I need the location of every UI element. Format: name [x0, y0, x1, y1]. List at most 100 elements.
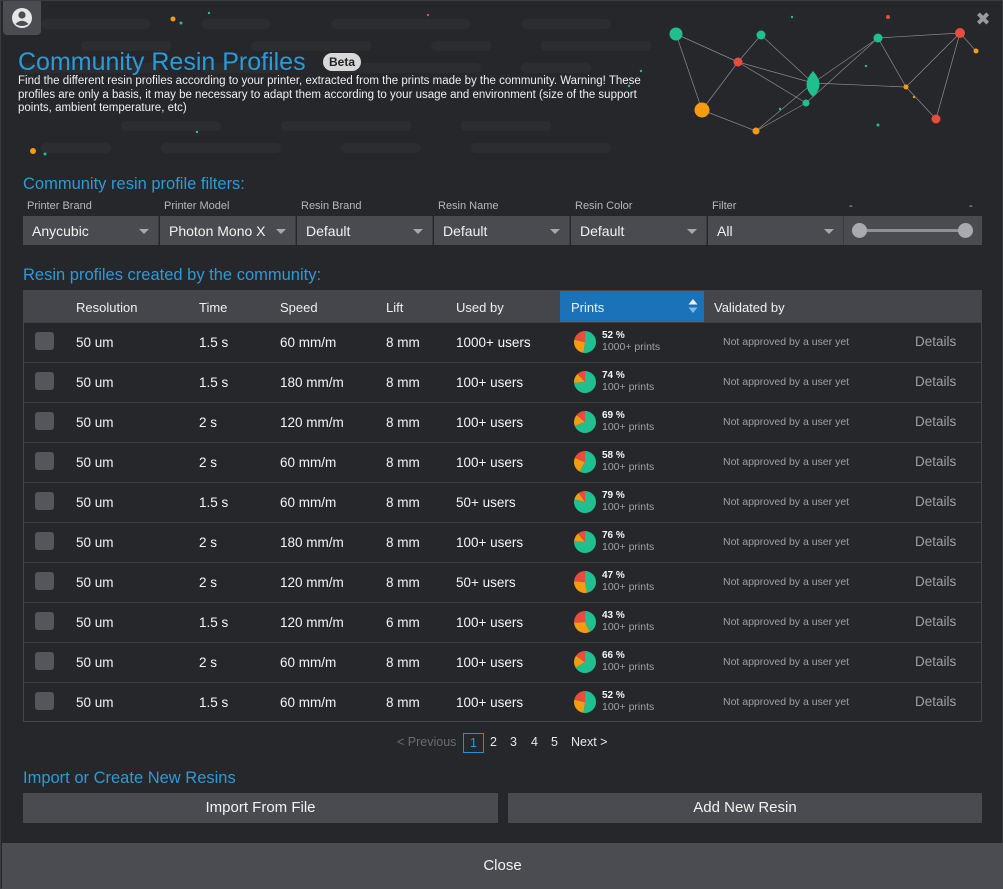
- details-link[interactable]: Details: [915, 494, 957, 509]
- validation-status: Not approved by a user yet: [723, 656, 850, 668]
- row-checkbox[interactable]: [35, 372, 54, 390]
- column-header-resolution[interactable]: Resolution: [76, 300, 138, 315]
- filter-label-resin-name: Resin Name: [438, 200, 499, 212]
- column-header-prints[interactable]: Prints: [560, 291, 704, 322]
- success-percentage: 66 %: [602, 650, 625, 661]
- row-checkbox[interactable]: [35, 612, 54, 630]
- cell-resolution: 50 um: [76, 455, 114, 470]
- decorative-dots: [30, 11, 643, 156]
- details-link[interactable]: Details: [915, 654, 957, 669]
- details-link[interactable]: Details: [915, 454, 957, 469]
- cell-resolution: 50 um: [76, 655, 114, 670]
- details-link[interactable]: Details: [915, 334, 957, 349]
- row-checkbox[interactable]: [35, 332, 54, 350]
- chevron-down-icon: [276, 229, 286, 234]
- pagination-next[interactable]: Next >: [571, 735, 608, 749]
- user-account-button[interactable]: [3, 1, 41, 35]
- pagination-page-5[interactable]: 5: [551, 735, 558, 749]
- table-row: 50 um 1.5 s 60 mm/m 8 mm 1000+ users 52 % 1000…: [24, 322, 981, 362]
- user-circle-icon: [12, 8, 32, 28]
- printer-brand-value: Anycubic: [32, 223, 89, 239]
- filter-label-resin-brand: Resin Brand: [301, 200, 362, 212]
- table-row: 50 um 2 s 120 mm/m 8 mm 100+ users 69 % 100+ p…: [24, 402, 981, 442]
- column-header-lift[interactable]: Lift: [386, 300, 404, 315]
- validation-status: Not approved by a user yet: [723, 576, 850, 588]
- success-percentage: 69 %: [602, 410, 625, 421]
- close-icon[interactable]: ✖: [975, 9, 991, 29]
- prints-count: 100+ prints: [602, 541, 655, 553]
- row-checkbox[interactable]: [35, 532, 54, 550]
- chevron-down-icon: [139, 229, 149, 234]
- prints-count: 100+ prints: [602, 581, 655, 593]
- success-rate-pie-icon: [574, 531, 596, 553]
- cell-used-by: 100+ users: [456, 535, 524, 550]
- column-header-used-by[interactable]: Used by: [456, 300, 504, 315]
- column-header-speed[interactable]: Speed: [280, 300, 318, 315]
- pagination-previous[interactable]: < Previous: [397, 735, 457, 749]
- cell-lift: 8 mm: [386, 655, 420, 670]
- success-percentage: 74 %: [602, 370, 625, 381]
- pagination-page-3[interactable]: 3: [510, 735, 517, 749]
- details-link[interactable]: Details: [915, 374, 957, 389]
- row-checkbox[interactable]: [35, 412, 54, 430]
- printer-model-select[interactable]: Photon Mono X: [160, 216, 296, 245]
- column-header-validated-by[interactable]: Validated by: [714, 300, 785, 315]
- resin-brand-select[interactable]: Default: [297, 216, 433, 245]
- success-rate-pie-icon: [574, 411, 596, 433]
- resin-profiles-table: Resolution Time Speed Lift Used by Print…: [23, 290, 982, 722]
- details-link[interactable]: Details: [915, 574, 957, 589]
- filters-section-title: Community resin profile filters:: [23, 175, 245, 193]
- row-checkbox[interactable]: [35, 572, 54, 590]
- cell-lift: 8 mm: [386, 375, 420, 390]
- details-link[interactable]: Details: [915, 694, 957, 709]
- cell-time: 1.5 s: [199, 375, 229, 390]
- column-header-time[interactable]: Time: [199, 300, 228, 315]
- slider-handle-min[interactable]: [852, 223, 867, 238]
- pagination-page-2[interactable]: 2: [490, 735, 497, 749]
- close-button[interactable]: Close: [2, 843, 1003, 889]
- pagination-page-4[interactable]: 4: [531, 735, 538, 749]
- prints-count: 100+ prints: [602, 421, 655, 433]
- validation-status: Not approved by a user yet: [723, 336, 850, 348]
- row-checkbox[interactable]: [35, 652, 54, 670]
- success-percentage: 43 %: [602, 610, 625, 621]
- row-checkbox[interactable]: [35, 452, 54, 470]
- printer-brand-select[interactable]: Anycubic: [23, 216, 159, 245]
- cell-time: 2 s: [199, 535, 218, 550]
- success-percentage: 52 %: [602, 330, 625, 341]
- prints-count: 100+ prints: [602, 661, 655, 673]
- cell-resolution: 50 um: [76, 335, 114, 350]
- filter-select[interactable]: All: [708, 216, 844, 245]
- validation-status: Not approved by a user yet: [723, 456, 850, 468]
- pagination-page-1[interactable]: 1: [463, 733, 484, 753]
- details-link[interactable]: Details: [915, 614, 957, 629]
- slider-handle-max[interactable]: [958, 223, 973, 238]
- row-checkbox[interactable]: [35, 492, 54, 510]
- add-new-resin-button[interactable]: Add New Resin: [508, 793, 982, 823]
- cell-lift: 6 mm: [386, 615, 420, 630]
- success-percentage: 79 %: [602, 490, 625, 501]
- validation-status: Not approved by a user yet: [723, 496, 850, 508]
- table-section-title: Resin profiles created by the community:: [23, 266, 322, 284]
- row-checkbox[interactable]: [35, 692, 54, 710]
- success-rate-pie-icon: [574, 491, 596, 513]
- success-percentage: 47 %: [602, 570, 625, 581]
- import-from-file-button[interactable]: Import From File: [23, 793, 498, 823]
- range-slider[interactable]: [844, 216, 982, 245]
- header-background-pattern: [1, 1, 1003, 171]
- cell-time: 2 s: [199, 575, 218, 590]
- slider-label-left: -: [849, 200, 853, 212]
- details-link[interactable]: Details: [915, 534, 957, 549]
- table-row: 50 um 1.5 s 180 mm/m 8 mm 100+ users 74 % 100+…: [24, 362, 981, 402]
- cell-speed: 180 mm/m: [280, 375, 344, 390]
- cell-used-by: 100+ users: [456, 415, 524, 430]
- resin-color-select[interactable]: Default: [571, 216, 707, 245]
- resin-name-select[interactable]: Default: [434, 216, 570, 245]
- cell-speed: 60 mm/m: [280, 655, 337, 670]
- resin-name-value: Default: [443, 223, 488, 239]
- cell-lift: 8 mm: [386, 415, 420, 430]
- slider-track: [860, 229, 966, 232]
- chevron-down-icon: [687, 229, 697, 234]
- details-link[interactable]: Details: [915, 414, 957, 429]
- filter-label-filter: Filter: [712, 200, 737, 212]
